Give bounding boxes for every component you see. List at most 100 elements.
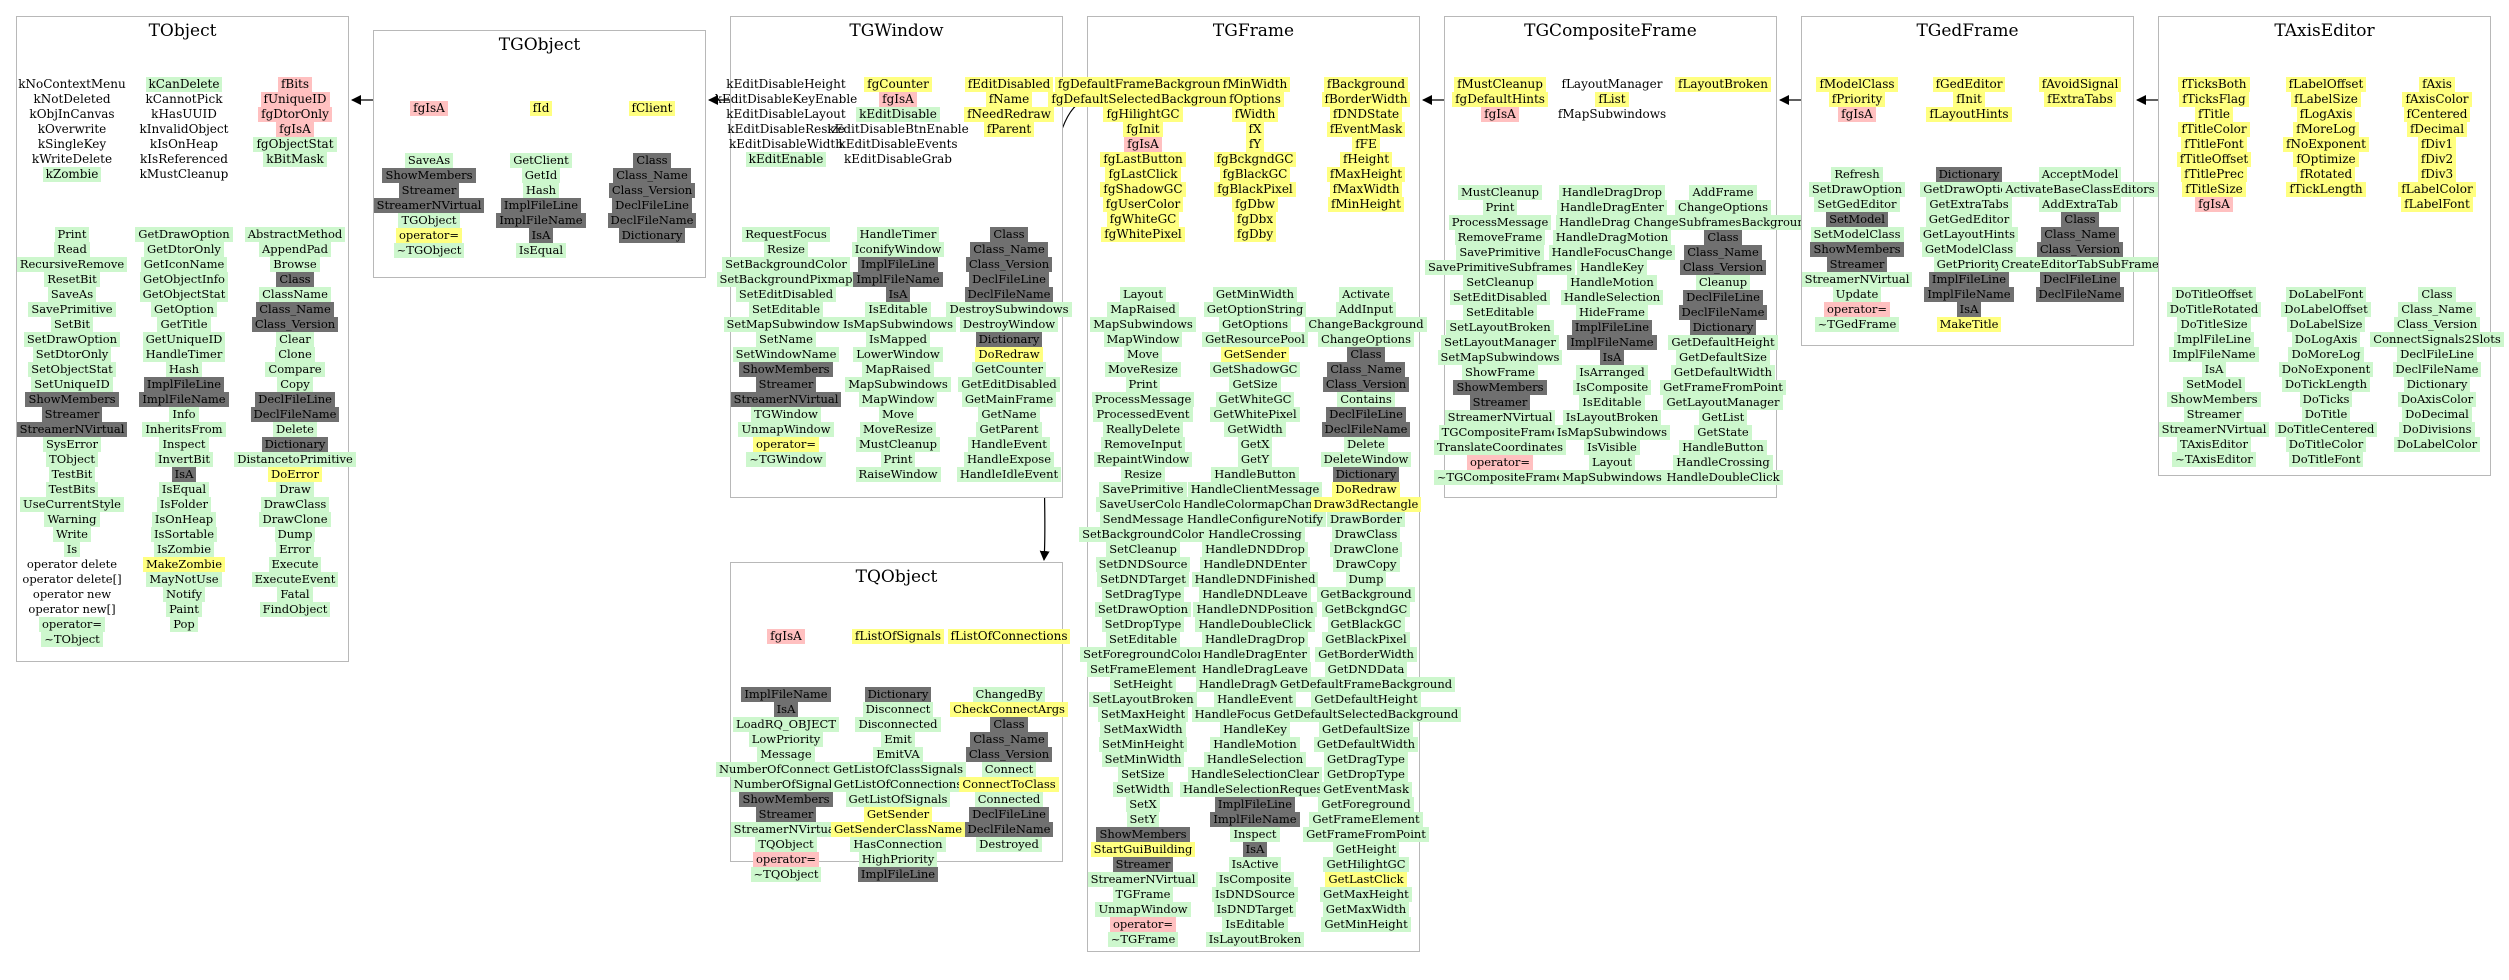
method-getobjectinfo: GetObjectInfo — [140, 272, 228, 287]
method-destroysubwindows: DestroySubwindows — [946, 302, 1072, 317]
method-dodivisions: DoDivisions — [2399, 422, 2475, 437]
method-streamernvirtual: StreamerNVirtual — [16, 422, 128, 437]
member-keditenable: kEditEnable — [745, 152, 827, 167]
method-getlistofconnections: GetListOfConnections — [830, 777, 966, 792]
member-fgisa: fgIsA — [276, 122, 314, 137]
method-declfileline: DeclFileLine — [969, 272, 1049, 287]
member-fborderwidth: fBorderWidth — [1321, 92, 1411, 107]
method-handleevent: HandleEvent — [1214, 692, 1296, 707]
member-fmaxheight: fMaxHeight — [1326, 167, 1406, 182]
member-fparent: fParent — [983, 122, 1035, 137]
method-dictionary: Dictionary — [1935, 167, 2003, 182]
method-implfileline: ImplFileLine — [1928, 272, 2010, 287]
member-flabelcolor: fLabelColor — [2398, 182, 2476, 197]
member-kbitmask: kBitMask — [263, 152, 327, 167]
method-getdefaultheight: GetDefaultHeight — [1311, 692, 1421, 707]
method-handledragdrop: HandleDragDrop — [1558, 185, 1666, 200]
method-unmapwindow: UnmapWindow — [1095, 902, 1191, 917]
tqobject-panel: TQObject fgIsA fListOfSignals fListOfConne… — [715, 562, 1071, 882]
method-handlecrossing: HandleCrossing — [1673, 455, 1773, 470]
method-isa: IsA — [528, 228, 554, 243]
method-dodecimal: DoDecimal — [2402, 407, 2472, 422]
tgframe-method-col-1: GetMinWidth GetOptionString GetOptions GetR… — [1180, 287, 1330, 947]
method-inspect: Inspect — [159, 437, 209, 452]
member-fmaxwidth: fMaxWidth — [1329, 182, 1403, 197]
method-repaintwindow: RepaintWindow — [1093, 452, 1193, 467]
member-fmodelclass: fModelClass — [1816, 77, 1898, 92]
method-getheight: GetHeight — [1332, 842, 1400, 857]
method-getdragtype: GetDragType — [1324, 752, 1408, 767]
member-fgcounter: fgCounter — [864, 77, 932, 92]
method-getlist: GetList — [1698, 410, 1748, 425]
method-class-version: Class_Version — [2393, 317, 2481, 332]
method-streamer: Streamer — [398, 183, 460, 198]
method-getbckgndgc: GetBckgndGC — [1321, 602, 1411, 617]
method-emit: Emit — [881, 732, 915, 747]
method-getdefaultwidth: GetDefaultWidth — [1670, 365, 1776, 380]
method-class-version: Class_Version — [251, 317, 339, 332]
method-recursiveremove: RecursiveRemove — [16, 257, 128, 272]
method-tobject: TObject — [46, 452, 98, 467]
method-setmapsubwindows: SetMapSubwindows — [723, 317, 849, 332]
method-dictionary: Dictionary — [618, 228, 686, 243]
method-getframefrompoint: GetFrameFromPoint — [1660, 380, 1786, 395]
method-getsenderclassname: GetSenderClassName — [830, 822, 966, 837]
method-implfilename: ImplFileName — [1567, 335, 1657, 350]
method-declfileline: DeclFileLine — [1683, 290, 1763, 305]
method-drawclass: DrawClass — [260, 497, 330, 512]
member-fdecimal: fDecimal — [2406, 122, 2468, 137]
method-connectsignals2slots: ConnectSignals2Slots — [2370, 332, 2504, 347]
method-setmaxheight: SetMaxHeight — [1097, 707, 1189, 722]
member-faxis: fAxis — [2419, 77, 2455, 92]
tgwindow-attr-col-1: fgCounter fgIsA kEditDisable kEditDisableBt… — [827, 77, 969, 167]
method-ismapsubwindows: IsMapSubwindows — [839, 317, 957, 332]
method-class: Class — [1347, 347, 1385, 362]
method-setsize: SetSize — [1118, 767, 1168, 782]
method-resize: Resize — [764, 242, 808, 257]
method-dotitlecolor: DoTitleColor — [2285, 437, 2367, 452]
method-handledoubleclick: HandleDoubleClick — [1663, 470, 1783, 485]
method-tqobject: TQObject — [755, 837, 817, 852]
method-dologaxis: DoLogAxis — [2291, 332, 2361, 347]
member-keditdisablewidth: kEditDisableWidth — [729, 137, 843, 151]
method-islayoutbroken: IsLayoutBroken — [1205, 932, 1305, 947]
method-setdndtarget: SetDNDTarget — [1097, 572, 1189, 587]
method-maynotuse: MayNotUse — [146, 572, 222, 587]
method-drawborder: DrawBorder — [1327, 512, 1405, 527]
member-ftitle: fTitle — [2194, 107, 2234, 122]
method-distancetoprimitive: DistancetoPrimitive — [234, 452, 356, 467]
method-handlefocuschange: HandleFocusChange — [1548, 245, 1676, 260]
method-implfileline: ImplFileLine — [857, 867, 939, 882]
member-fwidth: fWidth — [1231, 107, 1279, 122]
member-flistofsignals: fListOfSignals — [851, 629, 945, 644]
tobject-attr-col-0: kNoContextMenu kNotDeleted kObjInCanvas kOv… — [16, 77, 128, 182]
method-declfilename: DeclFileName — [1678, 305, 1768, 320]
method-highpriority: HighPriority — [858, 852, 938, 867]
method-layout: Layout — [1120, 287, 1166, 302]
member-ffe: fFE — [1352, 137, 1380, 152]
method-setdrawoption: SetDrawOption — [1808, 182, 1906, 197]
member-faxiscolor: fAxisColor — [2402, 92, 2472, 107]
method-getgededitor: GetGedEditor — [1925, 212, 2013, 227]
method-dictionary: Dictionary — [1332, 467, 1400, 482]
method-handledndfinished: HandleDNDFinished — [1191, 572, 1319, 587]
method-tgframe: TGFrame — [1112, 887, 1174, 902]
method-handledoubleclick: HandleDoubleClick — [1195, 617, 1315, 632]
method-requestfocus: RequestFocus — [742, 227, 830, 242]
method-streamernvirtual: StreamerNVirtual — [1087, 872, 1199, 887]
member-fcentered: fCentered — [2403, 107, 2471, 122]
method-mapsubwindows: MapSubwindows — [1090, 317, 1196, 332]
method-setdroptype: SetDropType — [1101, 617, 1185, 632]
method-handleconfigurenotify: HandleConfigureNotify — [1183, 512, 1327, 527]
method-getblackpixel: GetBlackPixel — [1322, 632, 1410, 647]
tgframe-attr-col-1: fMinWidth fOptions fWidth fX fY fgBckgndGC fgB… — [1199, 77, 1311, 242]
tqobject-method-col-1: Dictionary Disconnect Disconnected Emit Emit… — [829, 687, 967, 882]
method-invertbit: InvertBit — [154, 452, 214, 467]
method-executeevent: ExecuteEvent — [251, 572, 339, 587]
member-fgbckgndgc: fgBckgndGC — [1213, 152, 1297, 167]
method-handlemotion: HandleMotion — [1210, 737, 1300, 752]
method-isdndtarget: IsDNDTarget — [1213, 902, 1297, 917]
method-dotitlefont: DoTitleFont — [2288, 452, 2364, 467]
tgframe-title: TGFrame — [1212, 21, 1295, 41]
method-tqobject: ~TQObject — [750, 867, 822, 882]
